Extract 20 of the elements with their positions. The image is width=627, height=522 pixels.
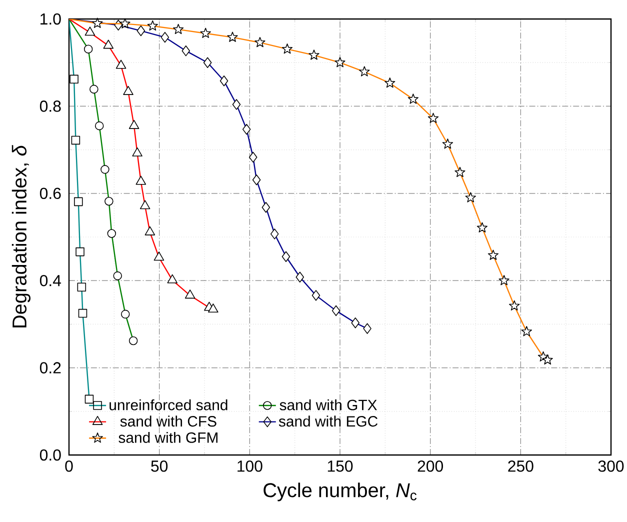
legend-label: sand with GFM xyxy=(118,432,218,443)
y-tick-label: 0.6 xyxy=(40,188,61,200)
y-tick-label: 0.4 xyxy=(40,274,62,286)
legend-label: sand with GTX xyxy=(280,399,377,410)
y-axis-title: Degradation index, δ xyxy=(12,144,30,328)
x-tick-label: 300 xyxy=(598,460,624,472)
x-tick-label: 0 xyxy=(65,460,73,472)
legend-label: sand with EGC xyxy=(278,416,378,427)
legend-label: sand with CFS xyxy=(120,416,216,427)
y-tick-label: 1.0 xyxy=(40,13,61,25)
legend-label: unreinforced sand xyxy=(110,399,228,410)
x-tick-label: 50 xyxy=(151,460,168,472)
y-tick-label: 0.8 xyxy=(40,100,61,112)
y-tick-label: 0.2 xyxy=(40,362,61,374)
x-tick-label: 100 xyxy=(238,460,262,472)
x-axis-title: Cycle number, N$_{c}$ xyxy=(264,482,417,502)
x-tick-label: 250 xyxy=(508,460,534,472)
x-tick-label: 200 xyxy=(418,460,443,472)
x-tick-label: 150 xyxy=(328,460,353,472)
y-tick-label: 0.0 xyxy=(40,449,61,461)
